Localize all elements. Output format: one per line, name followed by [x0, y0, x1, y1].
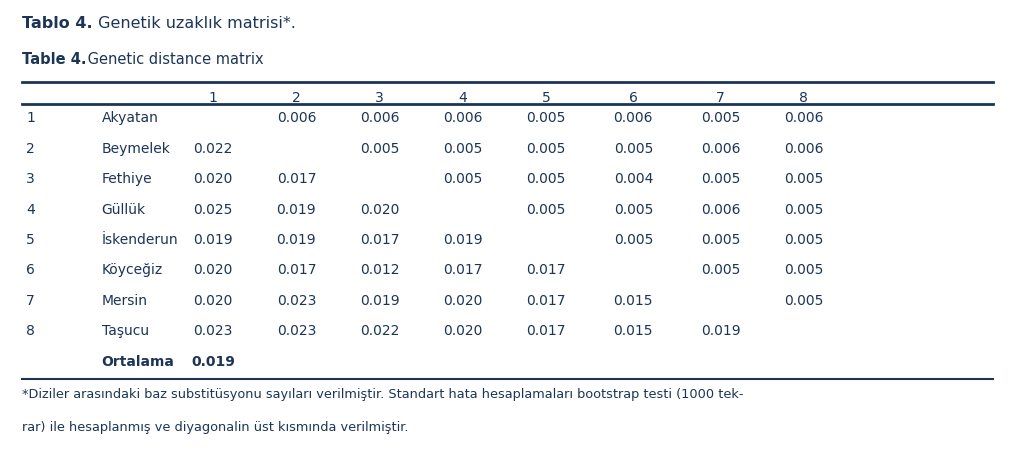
Text: 0.020: 0.020: [194, 263, 232, 277]
Text: 0.005: 0.005: [785, 294, 823, 308]
Text: 0.006: 0.006: [444, 111, 482, 125]
Text: 4: 4: [459, 91, 467, 105]
Text: 6: 6: [629, 91, 637, 105]
Text: 0.005: 0.005: [444, 142, 482, 156]
Text: 0.020: 0.020: [444, 324, 482, 338]
Text: 0.017: 0.017: [444, 263, 482, 277]
Text: 0.005: 0.005: [785, 263, 823, 277]
Text: 0.017: 0.017: [277, 263, 316, 277]
Text: *Diziler arasındaki baz substitüsyonu sayıları verilmiştir. Standart hata hesapl: *Diziler arasındaki baz substitüsyonu sa…: [22, 388, 744, 401]
Text: 1: 1: [26, 111, 35, 125]
Text: 5: 5: [542, 91, 550, 105]
Text: 0.015: 0.015: [614, 324, 653, 338]
Text: 0.006: 0.006: [785, 111, 823, 125]
Text: Taşucu: Taşucu: [102, 324, 148, 338]
Text: 0.022: 0.022: [360, 324, 399, 338]
Text: 6: 6: [26, 263, 35, 277]
Text: Table 4.: Table 4.: [22, 52, 87, 67]
Text: 0.006: 0.006: [360, 111, 399, 125]
Text: 0.020: 0.020: [194, 172, 232, 186]
Text: 0.005: 0.005: [527, 142, 565, 156]
Text: İskenderun: İskenderun: [102, 233, 178, 247]
Text: 8: 8: [800, 91, 808, 105]
Text: 0.025: 0.025: [194, 202, 232, 217]
Text: 0.005: 0.005: [527, 111, 565, 125]
Text: 2: 2: [292, 91, 300, 105]
Text: Beymelek: Beymelek: [102, 142, 171, 156]
Text: rar) ile hesaplanmış ve diyagonalin üst kısmında verilmiştir.: rar) ile hesaplanmış ve diyagonalin üst …: [22, 421, 409, 434]
Text: 0.006: 0.006: [785, 142, 823, 156]
Text: 2: 2: [26, 142, 35, 156]
Text: 0.006: 0.006: [701, 142, 740, 156]
Text: 0.019: 0.019: [276, 202, 317, 217]
Text: 0.019: 0.019: [276, 233, 317, 247]
Text: 0.023: 0.023: [194, 324, 232, 338]
Text: 0.006: 0.006: [701, 202, 740, 217]
Text: 3: 3: [26, 172, 35, 186]
Text: 0.005: 0.005: [785, 172, 823, 186]
Text: 0.017: 0.017: [277, 172, 316, 186]
Text: Tablo 4.: Tablo 4.: [22, 16, 93, 31]
Text: 0.019: 0.019: [193, 233, 233, 247]
Text: 0.019: 0.019: [443, 233, 483, 247]
Text: 0.004: 0.004: [614, 172, 653, 186]
Text: 0.005: 0.005: [614, 233, 653, 247]
Text: 0.019: 0.019: [700, 324, 741, 338]
Text: 0.005: 0.005: [527, 172, 565, 186]
Text: 0.017: 0.017: [527, 263, 565, 277]
Text: 8: 8: [26, 324, 35, 338]
Text: 0.005: 0.005: [701, 263, 740, 277]
Text: 3: 3: [376, 91, 384, 105]
Text: 0.005: 0.005: [444, 172, 482, 186]
Text: 0.023: 0.023: [277, 294, 316, 308]
Text: 0.022: 0.022: [194, 142, 232, 156]
Text: Fethiye: Fethiye: [102, 172, 152, 186]
Text: 0.005: 0.005: [701, 172, 740, 186]
Text: 7: 7: [26, 294, 35, 308]
Text: 0.005: 0.005: [785, 202, 823, 217]
Text: 0.019: 0.019: [359, 294, 400, 308]
Text: 0.017: 0.017: [360, 233, 399, 247]
Text: 0.020: 0.020: [444, 294, 482, 308]
Text: 0.012: 0.012: [360, 263, 399, 277]
Text: 0.005: 0.005: [527, 202, 565, 217]
Text: Genetik uzaklık matrisi*.: Genetik uzaklık matrisi*.: [93, 16, 296, 31]
Text: Güllük: Güllük: [102, 202, 145, 217]
Text: Akyatan: Akyatan: [102, 111, 158, 125]
Text: 1: 1: [209, 91, 217, 105]
Text: 0.005: 0.005: [614, 142, 653, 156]
Text: 0.005: 0.005: [701, 233, 740, 247]
Text: 0.020: 0.020: [360, 202, 399, 217]
Text: 0.006: 0.006: [277, 111, 316, 125]
Text: 0.019: 0.019: [191, 355, 235, 369]
Text: 0.005: 0.005: [785, 233, 823, 247]
Text: 5: 5: [26, 233, 35, 247]
Text: 0.023: 0.023: [277, 324, 316, 338]
Text: 0.005: 0.005: [360, 142, 399, 156]
Text: 4: 4: [26, 202, 35, 217]
Text: 7: 7: [717, 91, 725, 105]
Text: Genetic distance matrix: Genetic distance matrix: [83, 52, 264, 67]
Text: 0.020: 0.020: [194, 294, 232, 308]
Text: 0.005: 0.005: [701, 111, 740, 125]
Text: 0.015: 0.015: [614, 294, 653, 308]
Text: 0.006: 0.006: [614, 111, 653, 125]
Text: Köyceğiz: Köyceğiz: [102, 263, 162, 277]
Text: Ortalama: Ortalama: [102, 355, 175, 369]
Text: Mersin: Mersin: [102, 294, 147, 308]
Text: 0.017: 0.017: [527, 294, 565, 308]
Text: 0.005: 0.005: [614, 202, 653, 217]
Text: 0.017: 0.017: [527, 324, 565, 338]
